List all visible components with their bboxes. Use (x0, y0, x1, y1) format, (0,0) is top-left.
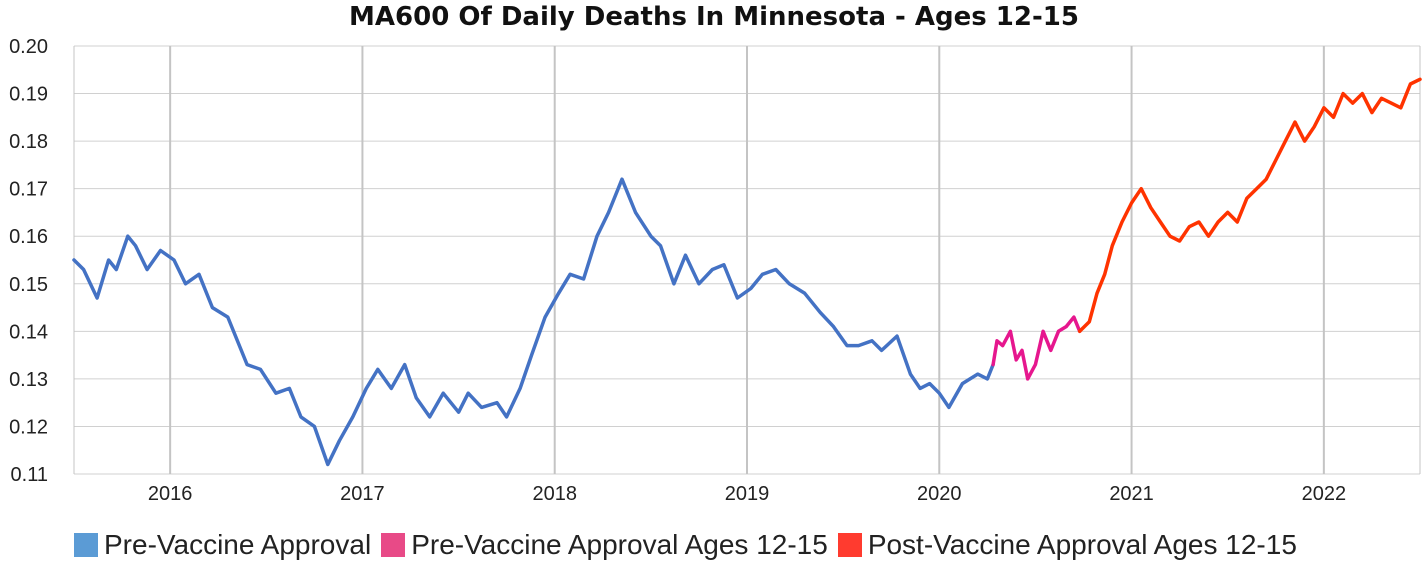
x-tick-label: 2018 (532, 483, 577, 505)
legend-swatch (837, 533, 862, 557)
series-lines (72, 77, 1422, 467)
x-tick-label: 2017 (340, 483, 385, 505)
x-tick-label: 2019 (725, 483, 770, 505)
y-tick-label: 0.14 (9, 321, 48, 343)
y-tick-label: 0.20 (9, 36, 48, 58)
legend-item: Pre-Vaccine Approval (74, 529, 371, 561)
series-line-2 (1077, 77, 1422, 334)
gridlines (73, 45, 1421, 475)
legend-label: Pre-Vaccine Approval (104, 529, 372, 560)
legend-swatch (74, 533, 98, 557)
y-tick-label: 0.11 (11, 464, 48, 486)
y-tick-label: 0.18 (9, 131, 48, 153)
legend: Pre-Vaccine Approval Pre-Vaccine Approval… (74, 528, 1307, 562)
legend-label: Post-Vaccine Approval Ages 12-15 (867, 529, 1297, 560)
y-tick-label: 0.12 (9, 416, 48, 438)
x-tick-label: 2021 (1109, 483, 1154, 505)
y-tick-label: 0.15 (9, 274, 48, 296)
legend-label: Pre-Vaccine Approval Ages 12-15 (411, 529, 828, 560)
y-axis-tick-labels: 0.20 0.19 0.18 0.17 0.16 0.15 0.14 0.13 0.12 0.11 (9, 36, 48, 486)
y-tick-label: 0.16 (9, 226, 48, 248)
chart-title: MA600 Of Daily Deaths In Minnesota - Age… (349, 2, 1079, 32)
legend-item: Pre-Vaccine Approval Ages 12-15 (381, 529, 828, 561)
series-line-0 (72, 177, 995, 467)
legend-item: Post-Vaccine Approval Ages 12-15 (837, 529, 1297, 561)
x-tick-label: 2022 (1302, 483, 1347, 505)
x-axis-tick-labels: 2016 2017 2018 2019 2020 2021 2022 (148, 483, 1346, 505)
y-tick-label: 0.17 (9, 179, 48, 201)
x-tick-label: 2016 (148, 483, 193, 505)
legend-swatch (381, 533, 406, 557)
series-line-1 (991, 315, 1082, 381)
y-tick-label: 0.13 (9, 369, 48, 391)
x-tick-label: 2020 (917, 483, 962, 505)
y-tick-label: 0.19 (9, 84, 48, 106)
